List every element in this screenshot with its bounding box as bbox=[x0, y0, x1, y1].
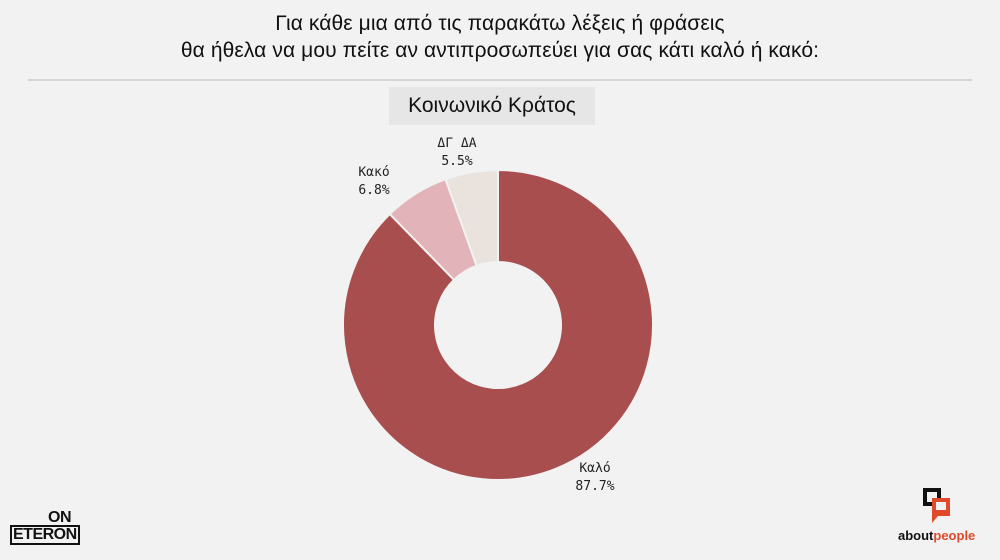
slice-value-label-1: 6.8% bbox=[358, 183, 389, 198]
wordmark-people: people bbox=[933, 528, 976, 543]
on-eteron-logo: ON ETERON bbox=[10, 510, 80, 545]
aboutpeople-logo-icon bbox=[923, 488, 950, 523]
wordmark-about: about bbox=[898, 528, 934, 543]
aboutpeople-wordmark: aboutpeople bbox=[898, 528, 975, 543]
header-line-2: θα ήθελα να μου πείτε αν αντιπροσωπεύει … bbox=[180, 39, 820, 62]
header-divider bbox=[28, 79, 972, 81]
slice-label-2: ΔΓ ΔΑ bbox=[437, 136, 476, 151]
slice-value-label-0: 87.7% bbox=[575, 479, 614, 494]
aboutpeople-logo: aboutpeople bbox=[898, 486, 988, 550]
donut-slice-0 bbox=[342, 168, 654, 481]
logo-eteron-text: ETERON bbox=[10, 525, 80, 545]
donut-slice-2 bbox=[444, 168, 499, 268]
chart-subtitle: Κοινωνικό Κράτος bbox=[389, 87, 595, 125]
chart-header: Για κάθε μια από τις παρακάτω λέξεις ή φ… bbox=[0, 10, 1000, 64]
logo-on-text: ON bbox=[48, 509, 71, 526]
slice-value-label-2: 5.5% bbox=[441, 154, 472, 169]
slice-label-0: Καλό bbox=[579, 461, 610, 476]
slice-label-1: Κακό bbox=[358, 165, 389, 180]
header-line-1: Για κάθε μια από τις παρακάτω λέξεις ή φ… bbox=[275, 12, 725, 35]
